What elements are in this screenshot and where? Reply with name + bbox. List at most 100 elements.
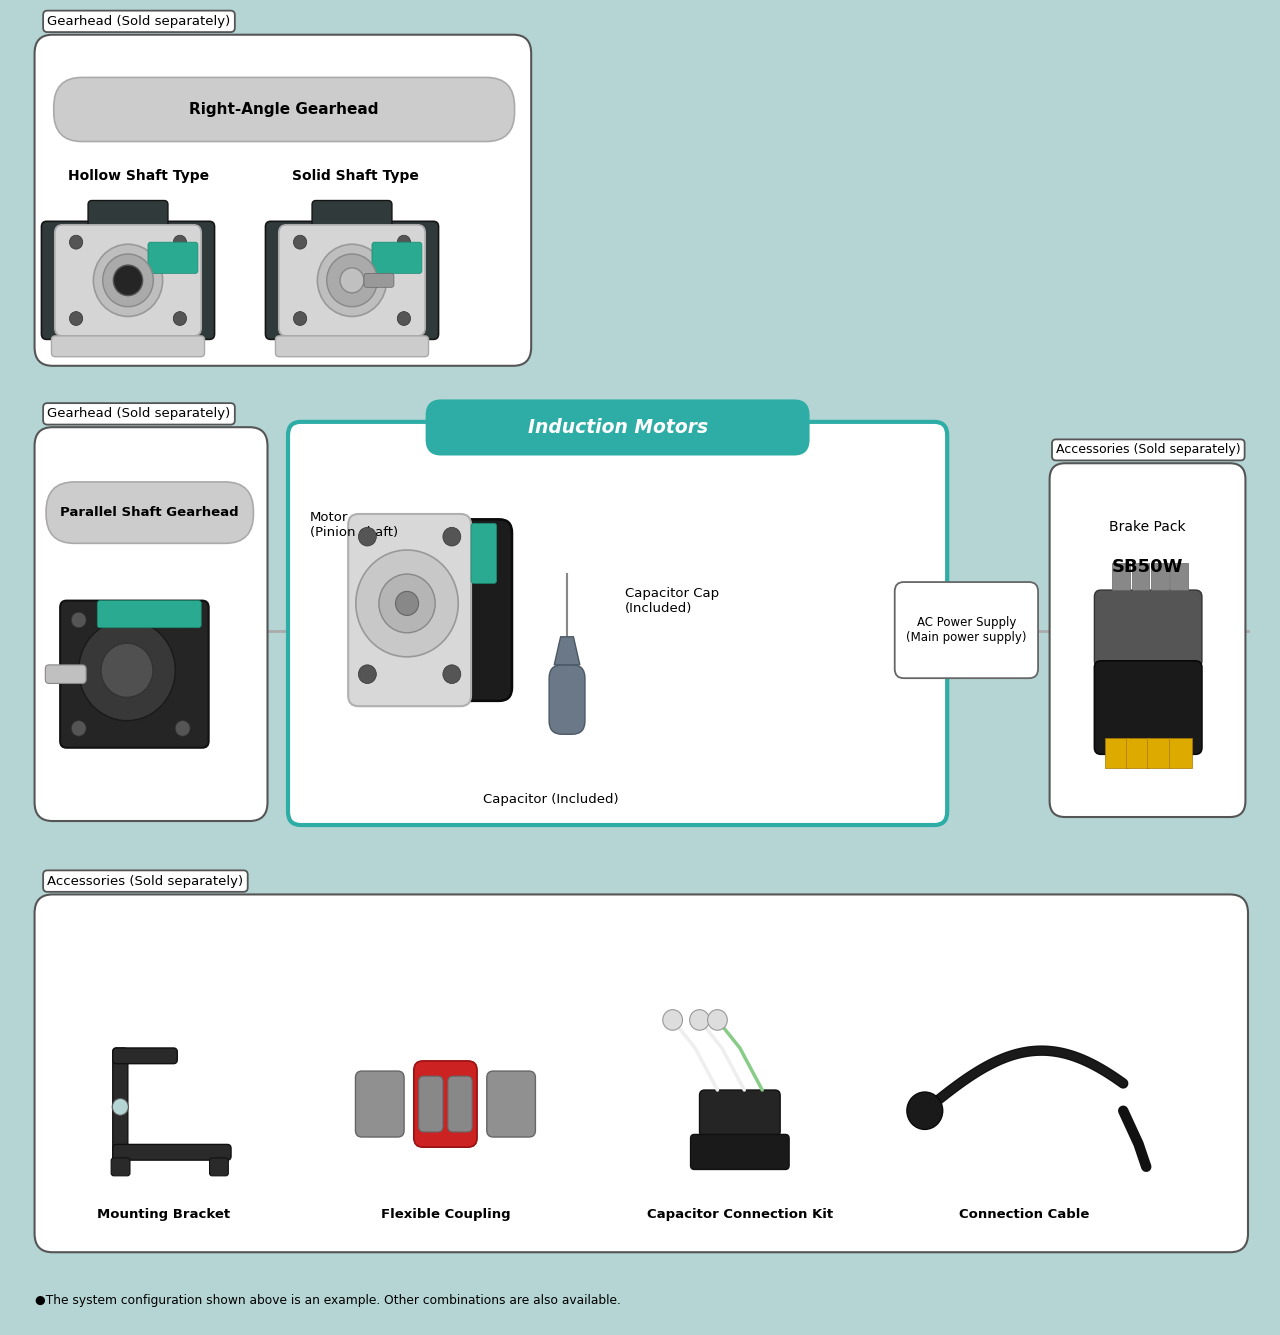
FancyBboxPatch shape (88, 200, 168, 239)
FancyBboxPatch shape (471, 523, 497, 583)
Text: Solid Shaft Type: Solid Shaft Type (292, 170, 420, 183)
FancyBboxPatch shape (691, 1135, 790, 1169)
Circle shape (72, 613, 86, 627)
Circle shape (113, 1099, 128, 1115)
FancyBboxPatch shape (210, 1157, 228, 1176)
Polygon shape (554, 637, 580, 665)
Text: Connection Cable: Connection Cable (959, 1208, 1089, 1222)
Text: Capacitor (Included): Capacitor (Included) (483, 793, 618, 806)
Circle shape (69, 235, 83, 250)
Text: Capacitor Cap
(Included): Capacitor Cap (Included) (625, 587, 719, 615)
Text: Mounting Bracket: Mounting Bracket (97, 1208, 230, 1222)
FancyBboxPatch shape (46, 482, 253, 543)
FancyBboxPatch shape (54, 77, 515, 142)
FancyBboxPatch shape (1105, 738, 1128, 768)
Circle shape (379, 574, 435, 633)
FancyBboxPatch shape (364, 274, 394, 287)
Circle shape (340, 268, 364, 292)
FancyBboxPatch shape (1169, 738, 1192, 768)
FancyBboxPatch shape (111, 1157, 131, 1176)
FancyBboxPatch shape (895, 582, 1038, 678)
Text: Hollow Shaft Type: Hollow Shaft Type (68, 170, 209, 183)
FancyBboxPatch shape (1132, 563, 1149, 590)
Circle shape (397, 235, 411, 250)
Circle shape (358, 665, 376, 684)
FancyBboxPatch shape (356, 1071, 404, 1137)
FancyBboxPatch shape (549, 665, 585, 734)
Circle shape (443, 665, 461, 684)
Circle shape (663, 1009, 682, 1031)
Circle shape (690, 1009, 709, 1031)
Circle shape (396, 591, 419, 615)
FancyBboxPatch shape (486, 1071, 535, 1137)
FancyBboxPatch shape (1094, 661, 1202, 754)
Text: Brake Pack: Brake Pack (1110, 521, 1185, 534)
FancyBboxPatch shape (288, 422, 947, 825)
Text: Right-Angle Gearhead: Right-Angle Gearhead (189, 101, 379, 117)
FancyBboxPatch shape (113, 1048, 178, 1064)
Text: Accessories (Sold separately): Accessories (Sold separately) (47, 874, 243, 888)
Circle shape (708, 1009, 727, 1031)
FancyBboxPatch shape (51, 336, 205, 356)
FancyBboxPatch shape (97, 601, 201, 627)
FancyBboxPatch shape (60, 601, 209, 748)
FancyBboxPatch shape (372, 242, 422, 274)
Circle shape (443, 527, 461, 546)
Circle shape (79, 619, 175, 721)
Circle shape (908, 1092, 942, 1129)
Circle shape (173, 311, 187, 326)
Text: ●The system configuration shown above is an example. Other combinations are also: ●The system configuration shown above is… (35, 1294, 621, 1307)
Circle shape (293, 235, 307, 250)
Text: Flexible Coupling: Flexible Coupling (380, 1208, 511, 1222)
FancyBboxPatch shape (265, 222, 439, 339)
FancyBboxPatch shape (1094, 590, 1202, 668)
FancyBboxPatch shape (148, 242, 198, 274)
FancyBboxPatch shape (448, 1076, 472, 1132)
Circle shape (397, 311, 411, 326)
FancyBboxPatch shape (352, 519, 512, 701)
Circle shape (93, 244, 163, 316)
FancyBboxPatch shape (425, 399, 810, 455)
Circle shape (175, 721, 191, 736)
FancyBboxPatch shape (413, 1061, 477, 1147)
Circle shape (72, 721, 86, 736)
Text: AC Power Supply
(Main power supply): AC Power Supply (Main power supply) (906, 617, 1027, 643)
Circle shape (173, 235, 187, 250)
FancyBboxPatch shape (699, 1089, 781, 1136)
Circle shape (114, 266, 142, 295)
FancyBboxPatch shape (35, 894, 1248, 1252)
FancyBboxPatch shape (1151, 563, 1169, 590)
FancyBboxPatch shape (348, 514, 471, 706)
Circle shape (175, 613, 191, 627)
Circle shape (101, 643, 154, 697)
FancyBboxPatch shape (41, 222, 215, 339)
FancyBboxPatch shape (45, 665, 86, 684)
Circle shape (326, 254, 378, 307)
Text: Motor
(Pinion shaft): Motor (Pinion shaft) (310, 511, 398, 539)
FancyBboxPatch shape (312, 200, 392, 239)
Circle shape (356, 550, 458, 657)
Text: Gearhead (Sold separately): Gearhead (Sold separately) (47, 407, 230, 421)
FancyBboxPatch shape (279, 224, 425, 336)
Circle shape (317, 244, 387, 316)
Text: Induction Motors: Induction Motors (527, 418, 708, 437)
FancyBboxPatch shape (1050, 463, 1245, 817)
FancyBboxPatch shape (1170, 563, 1188, 590)
FancyBboxPatch shape (113, 1048, 128, 1160)
Circle shape (102, 254, 154, 307)
Text: Parallel Shaft Gearhead: Parallel Shaft Gearhead (60, 506, 239, 519)
Text: Accessories (Sold separately): Accessories (Sold separately) (1056, 443, 1240, 457)
FancyBboxPatch shape (1126, 738, 1149, 768)
Circle shape (293, 311, 307, 326)
FancyBboxPatch shape (275, 336, 429, 356)
FancyBboxPatch shape (1147, 738, 1170, 768)
FancyBboxPatch shape (35, 35, 531, 366)
FancyBboxPatch shape (419, 1076, 443, 1132)
Circle shape (69, 311, 83, 326)
FancyBboxPatch shape (1112, 563, 1130, 590)
Text: SB50W: SB50W (1112, 558, 1183, 577)
FancyBboxPatch shape (113, 1144, 232, 1160)
FancyBboxPatch shape (55, 224, 201, 336)
Text: Capacitor Connection Kit: Capacitor Connection Kit (646, 1208, 833, 1222)
FancyBboxPatch shape (35, 427, 268, 821)
